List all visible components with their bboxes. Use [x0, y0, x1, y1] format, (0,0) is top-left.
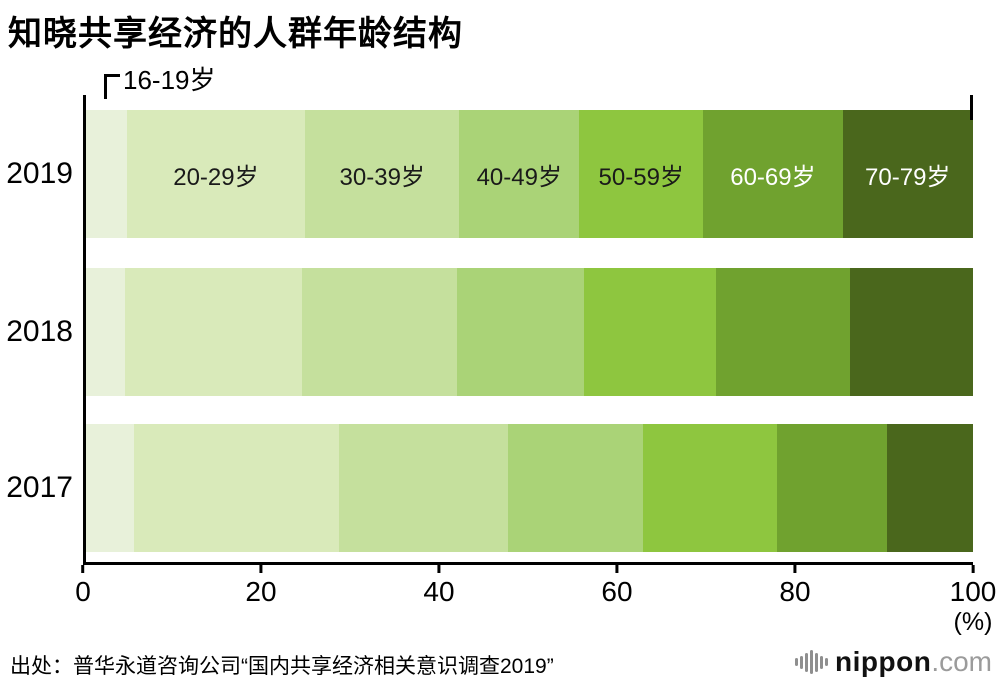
bar-segment-2017-40-49岁	[508, 424, 643, 552]
bar-segment-2019-16-19岁	[86, 110, 127, 238]
bar-segment-2019-50-59岁: 50-59岁	[579, 110, 704, 238]
segment-label: 20-29岁	[173, 163, 259, 191]
bar-segment-2018-70-79岁	[849, 268, 973, 396]
bar-segment-2018-16-19岁	[86, 268, 126, 396]
logo-brand-text: nippon	[835, 646, 932, 677]
x-tick-label: 80	[779, 576, 811, 607]
x-tick-100: 100	[949, 565, 997, 608]
bar-segment-2018-20-29岁	[125, 268, 303, 396]
axis-right-marker	[970, 95, 973, 120]
bar-row-2019: 20-29岁 30-39岁 40-49岁 50-59岁 60-69岁 70-79岁	[86, 110, 973, 238]
x-tick-mark	[971, 565, 975, 573]
chart-title: 知晓共享经济的人群年龄结构	[8, 15, 463, 53]
x-tick-mark	[81, 565, 85, 573]
bar-segment-2017-16-19岁	[86, 424, 134, 552]
x-axis-ticks: 0 20 40 60 80 100	[75, 565, 996, 615]
x-tick-20: 20	[245, 565, 277, 608]
bar-row-2017	[86, 424, 973, 552]
bar-segment-2019-70-79岁: 70-79岁	[842, 110, 973, 238]
bar-segment-2019-30-39岁: 30-39岁	[305, 110, 460, 238]
x-tick-mark	[437, 565, 441, 573]
y-axis-label-2018: 2018	[6, 315, 73, 348]
y-axis-label-2017: 2017	[6, 471, 73, 504]
callout-label: 16-19岁	[123, 65, 216, 95]
x-tick-label: 0	[75, 576, 91, 607]
bar-segment-2018-60-69岁	[715, 268, 850, 396]
x-tick-label: 100	[949, 576, 997, 607]
segment-label: 50-59岁	[598, 163, 684, 191]
logo-tld-text: .com	[931, 646, 992, 677]
bar-row-2018	[86, 268, 973, 396]
bar-segment-2019-20-29岁: 20-29岁	[126, 110, 306, 238]
source-note: 出处：普华永道咨询公司“国内共享经济相关意识调查2019”	[10, 655, 554, 678]
bar-segment-2017-60-69岁	[776, 424, 887, 552]
bar-segment-2017-50-59岁	[643, 424, 777, 552]
bar-segment-2017-20-29岁	[133, 424, 339, 552]
callout-bracket-line	[104, 74, 120, 99]
x-axis-unit: (%)	[953, 608, 993, 636]
x-tick-60: 60	[601, 565, 633, 608]
bar-segment-2018-40-49岁	[456, 268, 584, 396]
segment-label: 60-69岁	[730, 163, 816, 191]
bar-segment-2018-30-39岁	[302, 268, 457, 396]
bar-segment-2017-70-79岁	[886, 424, 973, 552]
bar-segment-2017-30-39岁	[338, 424, 509, 552]
nippon-logo: nippon .com	[795, 646, 992, 678]
nippon-logo-icon	[795, 650, 829, 674]
x-tick-label: 20	[245, 576, 277, 607]
bar-segment-2018-50-59岁	[583, 268, 716, 396]
x-tick-40: 40	[423, 565, 455, 608]
y-axis-label-2019: 2019	[6, 157, 73, 190]
segment-label: 30-39岁	[339, 163, 425, 191]
bars-container: 20-29岁 30-39岁 40-49岁 50-59岁 60-69岁 70-79岁	[86, 95, 973, 562]
x-tick-mark	[259, 565, 263, 573]
segment-label: 40-49岁	[476, 163, 562, 191]
age-16-19-callout: 16-19岁	[104, 66, 216, 99]
bar-segment-2019-60-69岁: 60-69岁	[703, 110, 843, 238]
bar-segment-2019-40-49岁: 40-49岁	[459, 110, 580, 238]
x-tick-label: 40	[423, 576, 455, 607]
plot-area: 20-29岁 30-39岁 40-49岁 50-59岁 60-69岁 70-79岁	[83, 95, 973, 565]
x-tick-label: 60	[601, 576, 633, 607]
segment-label: 70-79岁	[865, 163, 951, 191]
x-tick-0: 0	[75, 565, 91, 608]
x-tick-80: 80	[779, 565, 811, 608]
y-axis-labels: 2019 2018 2017	[0, 95, 73, 565]
x-tick-mark	[793, 565, 797, 573]
x-tick-mark	[615, 565, 619, 573]
